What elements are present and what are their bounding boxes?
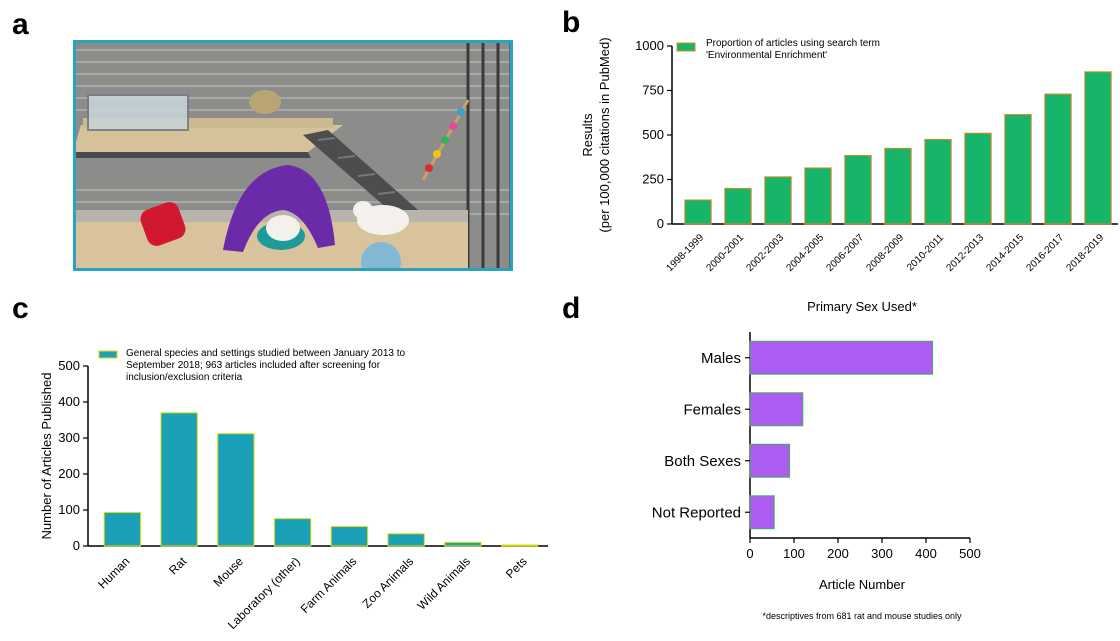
chart-b-xtick-label: 2014-2015 [985, 232, 1027, 274]
chart-d-ytick-label: Both Sexes [664, 453, 741, 470]
chart-d-xlabel: Article Number [819, 577, 906, 592]
chart-c-bar [273, 518, 312, 547]
chart-c-ytick-label: 200 [58, 466, 80, 481]
chart-b-ytick-label: 250 [642, 172, 664, 187]
chart-c-xtick-label: Zoo Animals [360, 554, 417, 611]
chart-b-xtick-label: 2018-2019 [1065, 232, 1107, 274]
chart-d-bar [749, 443, 791, 478]
chart-c-xtick-label: Rat [166, 554, 190, 578]
chart-d: Primary Sex Used* 0 100 200 300 400 500 Males F… [652, 299, 981, 621]
chart-b-ytick-label: 0 [657, 216, 664, 231]
chart-d-bar [749, 495, 775, 530]
chart-c-ylabel: Number of Articles Published [39, 373, 54, 540]
chart-c-xtick-label: Farm Animals [298, 554, 360, 616]
chart-c-bar [103, 512, 142, 547]
chart-b-bar [964, 132, 992, 225]
chart-b-ylabel-detail: (per 100,000 citations in PubMed) [597, 37, 612, 232]
chart-c-bar [160, 412, 198, 547]
chart-b-legend-line-2: 'Environmental Enrichment' [706, 50, 827, 61]
chart-d-bar [749, 340, 934, 375]
chart-b-bar [764, 176, 792, 225]
chart-b-xtick-label: 2002-2003 [745, 232, 787, 274]
small-plastic-cage [87, 94, 189, 131]
chart-b-bar [844, 154, 872, 225]
chart-c-ytick-label: 300 [58, 430, 80, 445]
chart-d-title: Primary Sex Used* [807, 299, 917, 314]
chart-b-ylabel-results: Results [580, 113, 595, 157]
chart-d-xtick-label: 300 [871, 546, 893, 561]
chart-d-xtick-label: 200 [827, 546, 849, 561]
upper-shelf [73, 125, 343, 152]
chart-c-bar [500, 544, 539, 547]
chart-b-xtick-label: 2000-2001 [705, 232, 747, 274]
panel-letter-c: c [12, 292, 29, 325]
food-bowl [249, 90, 281, 114]
chart-b-xtick-label: 2012-2013 [945, 232, 987, 274]
chart-b: Results (per 100,000 citations in PubMed… [580, 37, 1118, 274]
chart-d-xtick-label: 100 [783, 546, 805, 561]
chart-c-xtick-label: Human [95, 554, 132, 591]
chart-c: Number of Articles Published 0 100 200 300 4… [39, 348, 548, 632]
chart-c-legend-line-3: inclusion/exclusion criteria [126, 372, 243, 383]
chart-b-bar [684, 199, 712, 225]
chart-d-ytick-label: Males [701, 350, 741, 367]
chart-d-ytick-label: Females [683, 401, 741, 418]
chart-c-legend-swatch [98, 350, 118, 359]
chart-c-xtick-label: Wild Animals [415, 554, 473, 612]
chart-b-bar [1084, 71, 1112, 225]
panel-letter-d: d [562, 292, 581, 325]
chart-c-ytick-label: 500 [58, 358, 80, 373]
chart-b-bar [1004, 114, 1032, 225]
chart-c-xtick-label: Pets [503, 554, 530, 581]
chart-b-ytick-label: 1000 [635, 38, 664, 53]
hanging-toy [421, 99, 470, 181]
white-rat-1 [266, 215, 300, 241]
chart-d-bar [749, 392, 804, 427]
chart-c-bar [330, 526, 369, 547]
chart-b-xtick-label: 1998-1999 [665, 232, 707, 274]
chart-c-bar [387, 533, 425, 547]
chart-b-bar [884, 147, 912, 225]
chart-c-xtick-label: Mouse [211, 554, 247, 590]
chart-c-legend-line-2: September 2018; 963 articles included af… [126, 360, 381, 371]
chart-b-legend-line-1: Proportion of articles using search term [706, 38, 880, 49]
chart-c-legend-line-1: General species and settings studied bet… [126, 348, 406, 359]
chart-b-bar [924, 138, 952, 225]
chart-d-footnote: *descriptives from 681 rat and mouse stu… [762, 611, 962, 621]
chart-d-xtick-label: 0 [746, 546, 753, 561]
chart-c-ytick-label: 400 [58, 394, 80, 409]
chart-b-ytick-label: 750 [642, 83, 664, 98]
chart-b-xtick-label: 2010-2011 [905, 232, 946, 273]
chart-b-xtick-label: 2016-2017 [1025, 232, 1067, 274]
chart-b-bar [724, 187, 752, 225]
chart-d-xtick-label: 400 [915, 546, 937, 561]
chart-c-bar [444, 541, 482, 547]
chart-b-legend-swatch [676, 42, 696, 52]
chart-c-ytick-label: 100 [58, 502, 80, 517]
purple-igloo [223, 165, 335, 252]
red-tube [140, 202, 186, 246]
rat-cage-photo [73, 40, 513, 271]
ramp [303, 130, 418, 218]
chart-b-ytick-label: 500 [642, 127, 664, 142]
chart-b-xtick-label: 2004-2005 [785, 232, 827, 274]
chart-b-xtick-label: 2008-2009 [865, 232, 907, 274]
chart-c-bar [217, 433, 255, 547]
chart-c-ytick-label: 0 [73, 538, 80, 553]
panel-letter-a: a [12, 8, 29, 41]
chart-b-bar [1044, 93, 1072, 225]
chart-b-xtick-label: 2006-2007 [825, 232, 867, 274]
chart-d-ytick-label: Not Reported [652, 504, 741, 521]
panel-letter-b: b [562, 6, 581, 39]
chart-b-bar [804, 167, 832, 225]
blue-ball [361, 242, 401, 271]
chart-d-xtick-label: 500 [959, 546, 981, 561]
